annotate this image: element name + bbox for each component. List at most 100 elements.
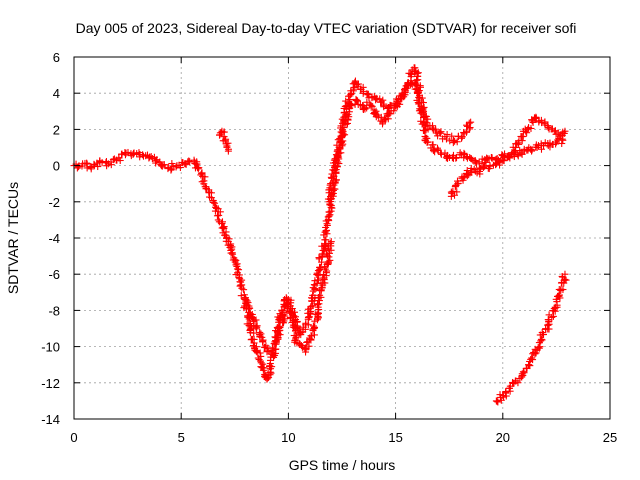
- main-trace-marker: [352, 95, 360, 103]
- late-descending-segment-marker: [562, 276, 570, 284]
- x-tick-label: 10: [281, 430, 295, 445]
- late-descending-segment-marker: [525, 361, 533, 369]
- lower-branch-marker: [303, 338, 311, 346]
- main-trace-marker: [167, 166, 175, 174]
- y-axis-label: SDTVAR / TECUs: [5, 182, 21, 294]
- main-trace-marker: [323, 221, 331, 229]
- main-trace-marker: [140, 152, 148, 160]
- main-trace-marker: [227, 240, 235, 248]
- lower-branch-marker: [245, 305, 253, 313]
- x-tick-label: 5: [178, 430, 185, 445]
- main-trace-marker: [248, 335, 256, 343]
- lower-branch-marker: [317, 287, 325, 295]
- lower-branch-marker: [286, 314, 294, 322]
- lower-branch-marker: [311, 323, 319, 331]
- lower-branch-marker: [326, 256, 334, 264]
- late-descending-segment-marker: [557, 285, 565, 293]
- main-trace-marker: [311, 277, 319, 285]
- late-descending-segment-marker: [520, 369, 528, 377]
- main-trace-marker: [471, 157, 479, 165]
- upper-branch-marker: [443, 130, 451, 138]
- upper-branch-marker: [437, 129, 445, 137]
- right-branch-marker: [506, 154, 514, 162]
- upper-branch-marker: [393, 97, 401, 105]
- main-trace-marker: [193, 163, 201, 171]
- upper-branch-marker: [419, 99, 427, 107]
- main-trace-marker: [249, 342, 257, 350]
- lower-branch-marker: [267, 348, 275, 356]
- main-trace-marker: [528, 147, 536, 155]
- upper-branch-marker: [372, 94, 380, 102]
- lower-branch-marker: [292, 335, 300, 343]
- lower-branch-marker: [269, 344, 277, 352]
- upper-branch-marker: [415, 87, 423, 95]
- right-branch-marker: [508, 150, 516, 158]
- late-descending-segment-marker: [534, 343, 542, 351]
- late-descending-segment-marker: [539, 331, 547, 339]
- lower-branch-marker: [302, 344, 310, 352]
- upper-branch-marker: [349, 87, 357, 95]
- main-trace-marker: [218, 218, 226, 226]
- lower-branch-marker: [242, 299, 250, 307]
- data-marks: [70, 64, 570, 406]
- main-trace-marker: [361, 105, 369, 113]
- main-trace-marker: [90, 160, 98, 168]
- upper-branch-marker: [338, 138, 346, 146]
- late-descending-segment-marker: [528, 354, 536, 362]
- upper-branch-marker: [414, 69, 422, 77]
- main-trace-marker: [185, 157, 193, 165]
- main-trace-marker: [237, 292, 245, 300]
- upper-branch-marker: [331, 155, 339, 163]
- upper-branch-marker: [342, 111, 350, 119]
- main-trace-marker: [229, 250, 237, 258]
- y-tick-label: -14: [41, 412, 60, 427]
- upper-branch-marker: [466, 124, 474, 132]
- main-trace-marker: [437, 150, 445, 158]
- main-trace-marker: [260, 364, 268, 372]
- upper-branch-marker: [435, 129, 443, 137]
- upper-branch-marker: [449, 136, 457, 144]
- late-descending-segment-marker: [512, 377, 520, 385]
- lower-branch-marker: [292, 326, 300, 334]
- main-trace-marker: [386, 110, 394, 118]
- x-tick-label: 25: [603, 430, 617, 445]
- main-trace-marker: [252, 347, 260, 355]
- upper-branch-marker: [415, 88, 423, 96]
- main-trace-marker: [124, 148, 132, 156]
- upper-branch-marker: [331, 163, 339, 171]
- lower-branch-marker: [246, 304, 254, 312]
- main-trace-marker: [209, 198, 217, 206]
- main-trace-marker: [220, 223, 228, 231]
- upper-branch-marker: [423, 119, 431, 127]
- lower-branch-marker: [252, 316, 260, 324]
- lower-branch-marker: [305, 342, 313, 350]
- main-trace-marker: [118, 150, 126, 158]
- upper-branch-marker: [327, 180, 335, 188]
- lower-branch-marker: [287, 296, 295, 304]
- upper-branch-marker: [432, 125, 440, 133]
- main-trace-marker: [216, 208, 224, 216]
- main-trace-marker: [234, 269, 242, 277]
- main-trace-marker: [309, 302, 317, 310]
- lower-branch-marker: [248, 314, 256, 322]
- right-branch-marker: [476, 167, 484, 175]
- x-tick-label: 15: [388, 430, 402, 445]
- upper-branch-marker: [415, 94, 423, 102]
- y-tick-label: 0: [53, 159, 60, 174]
- upper-branch-marker: [330, 181, 338, 189]
- late-descending-segment-marker: [537, 337, 545, 345]
- late-descending-segment-marker: [505, 384, 513, 392]
- main-trace-marker: [353, 96, 361, 104]
- y-tick-label: 4: [53, 86, 60, 101]
- upper-branch-marker: [335, 143, 343, 151]
- main-trace-marker: [232, 261, 240, 269]
- late-descending-segment-marker: [548, 313, 556, 321]
- right-branch-marker: [477, 164, 485, 172]
- upper-branch-marker: [458, 134, 466, 142]
- main-trace-marker: [176, 164, 184, 172]
- isolated-segment-7h-marker: [224, 147, 232, 155]
- main-trace-marker: [420, 126, 428, 134]
- main-trace-marker: [266, 363, 274, 371]
- upper-branch-marker: [336, 145, 344, 153]
